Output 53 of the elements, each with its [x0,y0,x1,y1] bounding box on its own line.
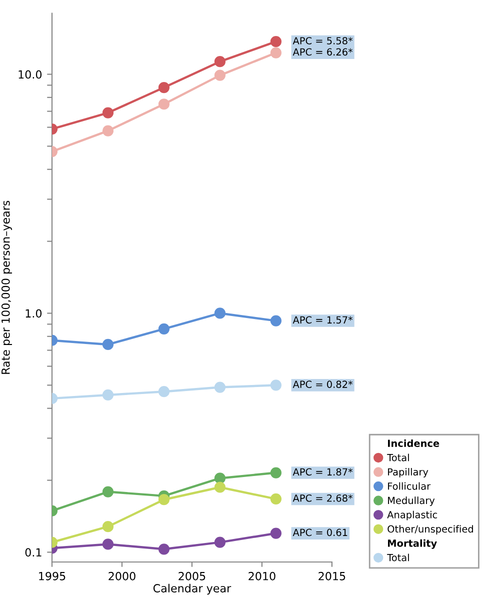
annotation: APC = 1.87* [292,468,353,476]
legend-label: Follicular [388,482,431,490]
point [158,98,170,110]
x-axis-title: Calendar year [153,584,232,595]
point [270,36,282,48]
point [102,125,114,136]
point [102,338,114,350]
point [270,315,282,326]
text: Incidence [388,439,440,448]
x-tick-label: 2015 [318,572,346,580]
point [214,536,226,548]
point [102,486,114,498]
x-tick-label: 1995 [39,572,66,580]
point [158,494,170,506]
point [214,56,226,68]
point [270,380,282,391]
legend-label: Total [387,454,409,462]
point [270,528,282,539]
point [214,482,226,493]
y-tick-label: 10.0 [18,70,42,79]
annotation: APC = 0.82* [292,380,353,388]
annotation: APC = 0.61 [292,528,348,536]
point [158,82,170,94]
point [102,107,114,118]
y-axis-title: Rate per 100,000 person–years [1,200,12,374]
annotation: APC = 5.58* [292,37,353,44]
point [270,493,282,505]
point [214,472,226,484]
point [158,323,170,334]
annotation: APC = 2.68* [292,494,353,502]
legend-label: Papillary [388,468,428,478]
point [102,389,114,401]
point [102,538,114,550]
point [158,386,170,398]
point [158,544,170,555]
y-tick-label: 0.1 [25,548,42,557]
point [102,521,114,532]
annotation: APC = 6.26* [292,48,353,56]
y-tick-label: 1.0 [26,309,42,318]
legend-label: Anaplastic [387,510,438,520]
legend-label: Other/unspecified [388,525,473,535]
point [270,467,282,478]
text: Mortality [388,539,437,549]
x-tick-label: 2010 [248,572,276,580]
point [270,47,282,58]
x-tick-label: 2005 [178,572,206,580]
annotation: APC = 1.57* [292,316,353,324]
legend-label: Total [387,554,409,562]
legend-label: Medullary [388,496,435,506]
point [214,382,226,393]
point [214,70,226,81]
point [214,308,226,319]
x-tick-label: 2000 [108,572,136,580]
